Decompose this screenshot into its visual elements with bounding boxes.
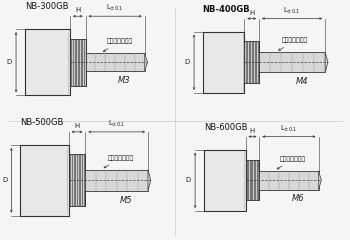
Text: ニッケルメッキ: ニッケルメッキ: [104, 155, 134, 168]
Text: D: D: [2, 177, 7, 183]
Text: H: H: [249, 10, 254, 16]
Text: M3: M3: [118, 76, 130, 85]
Bar: [259, 171, 319, 190]
Text: M5: M5: [120, 196, 132, 205]
Text: M6: M6: [292, 194, 304, 204]
Bar: [69, 154, 85, 206]
Text: L$_{\pm 0.1}$: L$_{\pm 0.1}$: [106, 3, 124, 13]
FancyBboxPatch shape: [204, 150, 245, 211]
Text: L$_{\pm 0.1}$: L$_{\pm 0.1}$: [108, 119, 125, 129]
Text: D: D: [185, 59, 190, 65]
Text: ニッケルメッキ: ニッケルメッキ: [277, 156, 306, 169]
Text: D: D: [186, 177, 191, 183]
Polygon shape: [145, 53, 147, 71]
FancyBboxPatch shape: [20, 145, 69, 216]
Text: H: H: [250, 128, 255, 134]
Bar: [244, 41, 259, 84]
Bar: [85, 53, 145, 71]
FancyBboxPatch shape: [203, 31, 244, 93]
Text: NB-400GB: NB-400GB: [203, 5, 250, 14]
Polygon shape: [325, 52, 328, 72]
Text: NB-300GB: NB-300GB: [25, 2, 68, 12]
Text: NB-600GB: NB-600GB: [204, 123, 247, 132]
Polygon shape: [148, 170, 151, 191]
FancyBboxPatch shape: [25, 29, 70, 95]
Text: L$_{\pm 0.1}$: L$_{\pm 0.1}$: [284, 6, 301, 16]
Bar: [85, 170, 148, 191]
Bar: [245, 160, 259, 200]
Bar: [259, 52, 325, 72]
Polygon shape: [318, 171, 321, 190]
Text: H: H: [75, 123, 80, 129]
Text: NB-500GB: NB-500GB: [20, 118, 63, 127]
Text: ニッケルメッキ: ニッケルメッキ: [279, 38, 308, 50]
Text: L$_{\pm 0.1}$: L$_{\pm 0.1}$: [280, 124, 298, 134]
Bar: [70, 39, 85, 86]
Text: D: D: [7, 59, 12, 65]
Text: M4: M4: [296, 77, 308, 86]
Text: H: H: [75, 7, 80, 13]
Text: ニッケルメッキ: ニッケルメッキ: [103, 39, 133, 52]
